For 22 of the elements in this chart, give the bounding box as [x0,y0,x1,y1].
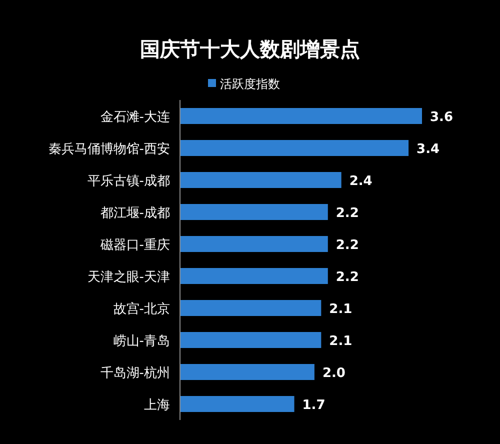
y-tick-label: 上海 [144,398,170,413]
legend-label: 活跃度指数 [220,77,280,91]
data-label: 1.7 [302,398,326,413]
y-tick-label: 磁器口-重庆 [99,238,170,253]
data-label: 2.2 [336,270,359,285]
data-label: 2.2 [336,206,359,221]
data-label: 2.0 [322,366,346,381]
data-label: 2.1 [329,302,352,317]
y-tick-label: 金石滩-大连 [100,110,170,125]
y-tick-label: 千岛湖-杭州 [100,366,170,381]
y-tick-label: 故宫-北京 [113,301,170,317]
data-label: 2.1 [329,334,352,349]
data-label: 2.4 [349,174,372,189]
data-label: 3.4 [416,142,440,157]
y-tick-label: 都江堰-成都 [100,206,170,221]
y-tick-label: 天津之眼-天津 [87,270,170,285]
chart-title: 国庆节十大人数剧增景点 [140,37,360,61]
data-label: 2.2 [336,238,359,253]
data-label: 3.6 [430,110,454,125]
y-tick-label: 崂山-青岛 [113,334,170,349]
y-tick-label: 秦兵马俑博物馆-西安 [48,141,170,157]
y-tick-label: 平乐古镇-成都 [87,174,170,189]
